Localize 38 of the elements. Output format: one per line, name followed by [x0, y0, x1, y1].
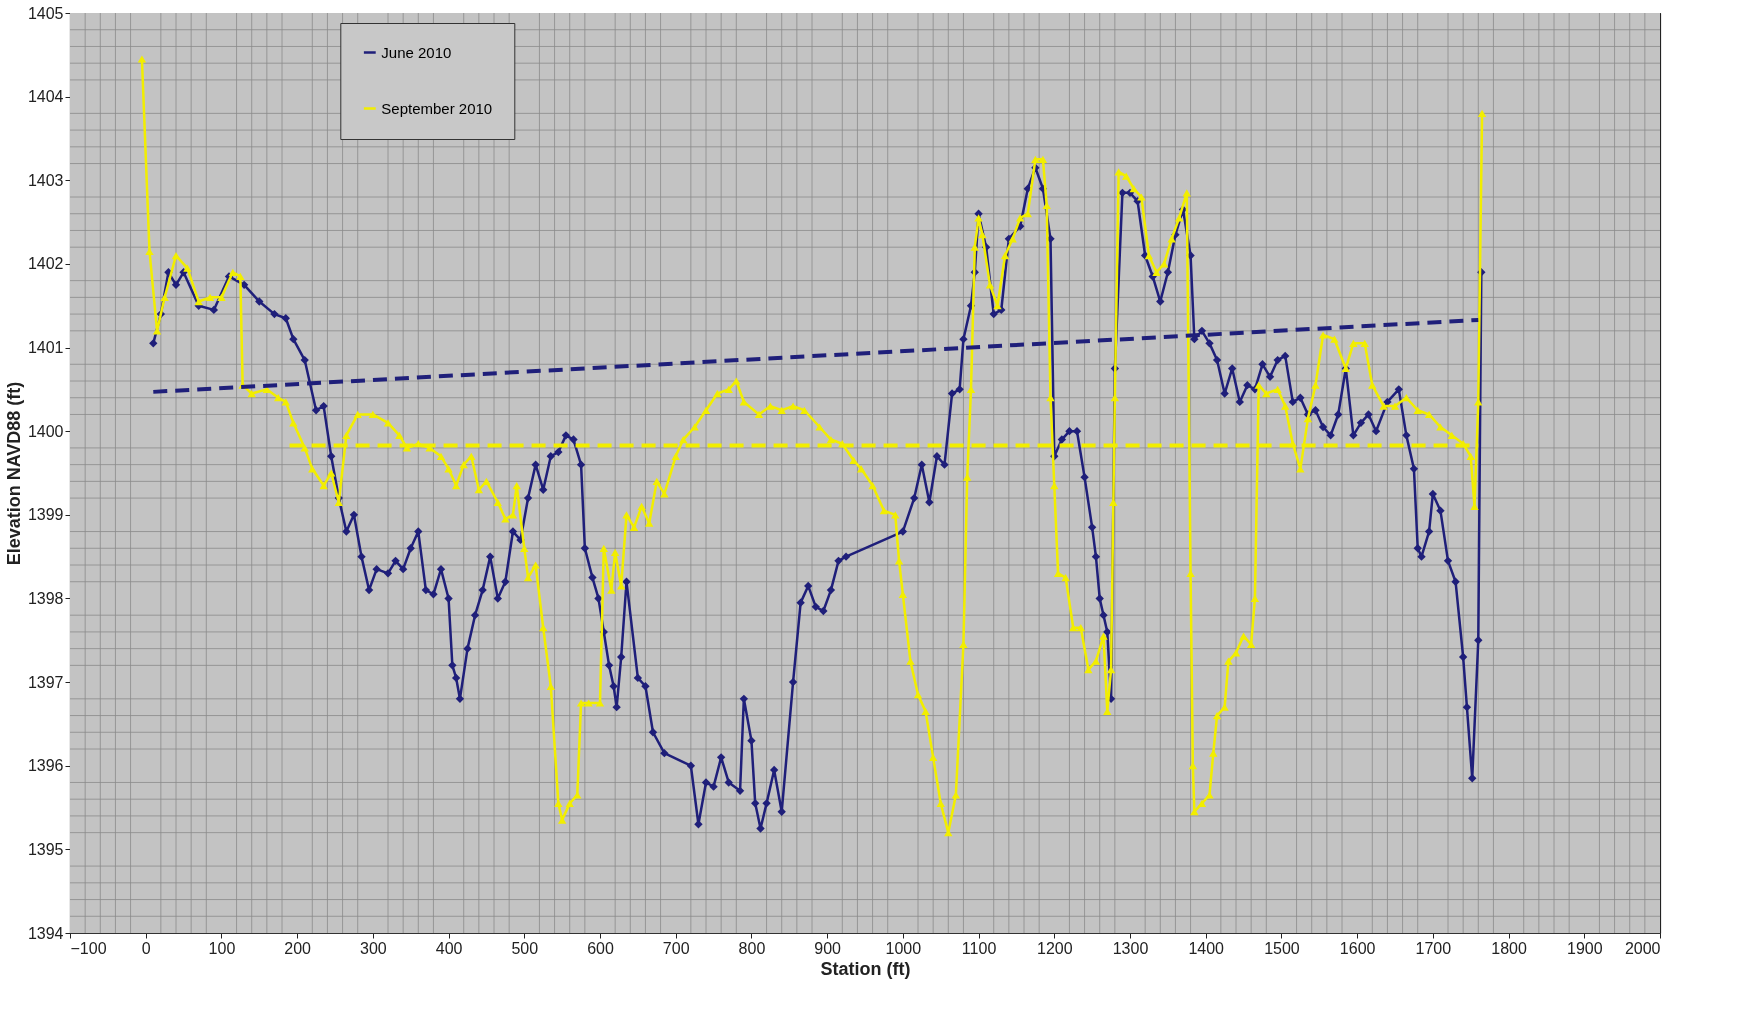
x-tick-label: 1600	[1339, 939, 1376, 957]
x-tick-label: 300	[360, 939, 387, 957]
x-tick-label: 1700	[1415, 939, 1452, 957]
x-tick-label: 0	[141, 939, 151, 957]
x-tick-label: 1300	[1112, 939, 1149, 957]
x-tick-label: 1200	[1036, 939, 1073, 957]
y-tick-label: 1394	[27, 924, 64, 942]
x-tick-label: 400	[435, 939, 463, 957]
x-tick-label: 700	[662, 939, 690, 957]
x-tick-label: 100	[208, 939, 236, 957]
x-tick-label: 1100	[961, 939, 997, 957]
y-tick-label: 1401	[27, 339, 64, 357]
x-tick-label: 1400	[1188, 939, 1225, 957]
x-axis-title: Station (ft)	[820, 958, 911, 979]
y-tick-label: 1402	[27, 255, 64, 273]
y-tick-label: 1404	[27, 88, 64, 106]
x-tick-label: 1500	[1264, 939, 1300, 957]
x-tick-label: 2000	[1624, 939, 1661, 957]
y-tick-label: 1396	[27, 757, 64, 775]
legend-label: September 2010	[381, 99, 493, 117]
x-tick-label: 1900	[1566, 939, 1603, 957]
y-tick-label: 1397	[27, 673, 64, 691]
x-tick-label: 1000	[885, 939, 922, 957]
legend-label: June 2010	[381, 43, 452, 61]
y-tick-label: 1405	[27, 4, 64, 22]
y-axis-title: Elevation NAVD88 (ft)	[3, 381, 24, 566]
y-tick-label: 1398	[27, 589, 64, 607]
x-tick-label: −100	[70, 939, 107, 957]
x-tick-label: 1800	[1491, 939, 1527, 957]
y-tick-label: 1400	[27, 422, 64, 440]
x-tick-label: 800	[738, 939, 766, 957]
x-tick-label: 500	[511, 939, 539, 957]
y-tick-label: 1395	[27, 840, 64, 858]
x-tick-label: 200	[284, 939, 312, 957]
y-tick-label: 1403	[27, 171, 64, 189]
x-tick-label: 600	[587, 939, 614, 957]
y-tick-label: 1399	[27, 506, 64, 524]
x-tick-label: 900	[814, 939, 842, 957]
